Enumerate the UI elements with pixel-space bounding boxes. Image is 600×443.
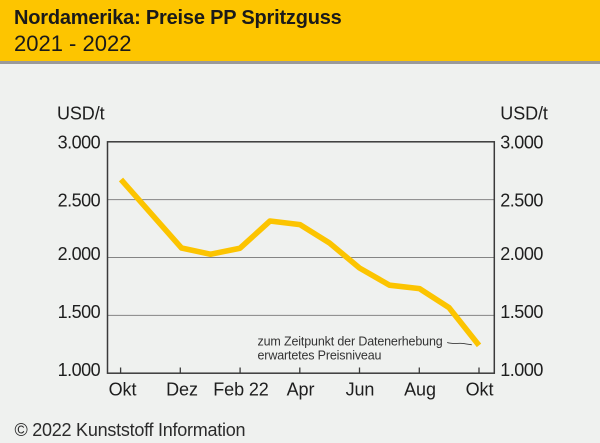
- svg-text:3.000: 3.000: [58, 133, 101, 153]
- svg-text:2.500: 2.500: [500, 191, 543, 211]
- svg-text:1.500: 1.500: [500, 302, 543, 322]
- svg-text:3.000: 3.000: [500, 133, 543, 153]
- svg-text:erwartetes Preisniveau: erwartetes Preisniveau: [258, 349, 382, 363]
- svg-text:2.000: 2.000: [58, 244, 101, 264]
- svg-text:Okt: Okt: [109, 380, 137, 400]
- svg-text:Apr: Apr: [287, 380, 315, 400]
- svg-text:USD/t: USD/t: [500, 103, 548, 123]
- svg-text:Feb 22: Feb 22: [213, 380, 269, 400]
- svg-text:2.000: 2.000: [500, 244, 543, 264]
- svg-text:Aug: Aug: [404, 380, 436, 400]
- svg-text:Okt: Okt: [466, 380, 494, 400]
- svg-text:Dez: Dez: [166, 380, 198, 400]
- svg-text:1.000: 1.000: [500, 360, 543, 380]
- svg-text:2.500: 2.500: [58, 191, 101, 211]
- svg-text:Jun: Jun: [346, 380, 375, 400]
- svg-text:zum Zeitpunkt der Datenerhebun: zum Zeitpunkt der Datenerhebung: [258, 335, 443, 349]
- svg-text:1.500: 1.500: [58, 302, 101, 322]
- svg-text:USD/t: USD/t: [57, 103, 105, 123]
- svg-text:1.000: 1.000: [58, 360, 101, 380]
